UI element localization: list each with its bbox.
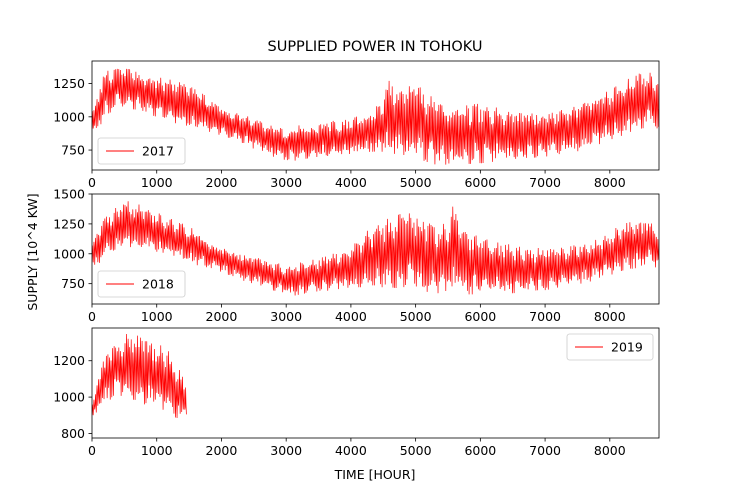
- y-tick-label: 1000: [53, 246, 85, 261]
- x-tick-label: 0: [88, 443, 96, 458]
- subplot-2017: 0 1000 2000 3000 4000 5000 6000 7000 8000 750 1000…: [53, 60, 660, 190]
- x-tick-label: 5000: [400, 175, 432, 190]
- x-tick-label: 3000: [270, 175, 302, 190]
- x-tick-label: 0: [88, 309, 96, 324]
- series-line-2017: [92, 68, 659, 165]
- x-tick-label: 6000: [464, 443, 496, 458]
- subplot-2018: 0 1000 2000 3000 4000 5000 6000 7000 8000 750 1000…: [53, 187, 660, 324]
- legend-label: 2017: [142, 144, 174, 159]
- y-tick-label: 1250: [53, 216, 85, 231]
- x-axis-label: TIME [HOUR]: [334, 467, 416, 482]
- y-axis-label: SUPPLY [10^4 KW]: [25, 193, 40, 310]
- subplots: 0 1000 2000 3000 4000 5000 6000 7000 80007501000…: [53, 60, 660, 458]
- series-line-2018: [92, 201, 659, 296]
- x-tick-label: 3000: [270, 443, 302, 458]
- legend-box: [97, 270, 186, 298]
- x-tick-label: 8000: [594, 309, 626, 324]
- x-tick-label: 4000: [335, 309, 367, 324]
- x-tick-label: 7000: [529, 309, 561, 324]
- y-tick-label: 1000: [53, 390, 85, 405]
- y-tick-label: 1250: [53, 76, 85, 91]
- legend: 2019: [566, 333, 654, 361]
- x-tick-label: 8000: [594, 443, 626, 458]
- legend: 2018: [97, 270, 186, 298]
- x-tick-label: 8000: [594, 175, 626, 190]
- x-tick-label: 7000: [529, 175, 561, 190]
- x-tick-label: 3000: [270, 309, 302, 324]
- x-tick-label: 1000: [141, 175, 173, 190]
- x-tick-label: 5000: [400, 443, 432, 458]
- plot-frame: [91, 60, 660, 171]
- series-line-2019: [92, 334, 187, 419]
- x-tick-label: 1000: [141, 443, 173, 458]
- x-tick-label: 4000: [335, 443, 367, 458]
- plot-frame: [91, 193, 660, 305]
- legend-box: [97, 137, 186, 165]
- chart-title: SUPPLIED POWER IN TOHOKU: [268, 39, 483, 55]
- y-tick-label: 750: [61, 276, 85, 291]
- x-tick-label: 6000: [464, 175, 496, 190]
- x-tick-label: 4000: [335, 175, 367, 190]
- x-tick-label: 5000: [400, 309, 432, 324]
- legend-box: [566, 333, 654, 361]
- legend-label: 2019: [611, 340, 643, 355]
- y-tick-label: 800: [61, 426, 85, 441]
- x-tick-label: 2000: [206, 443, 238, 458]
- x-tick-label: 6000: [464, 309, 496, 324]
- legend-label: 2018: [142, 277, 174, 292]
- plot-frame: [91, 327, 660, 439]
- legend: 2017: [97, 137, 186, 165]
- subplot-2019: 0 1000 2000 3000 4000 5000 6000 7000 8000 800 1000…: [53, 327, 660, 458]
- y-tick-label: 1500: [53, 187, 85, 202]
- y-tick-label: 750: [61, 143, 85, 158]
- y-tick-label: 1200: [53, 353, 85, 368]
- x-tick-label: 2000: [206, 175, 238, 190]
- x-tick-label: 0: [88, 175, 96, 190]
- y-tick-label: 1000: [53, 109, 85, 124]
- x-tick-label: 1000: [141, 309, 173, 324]
- x-tick-label: 2000: [206, 309, 238, 324]
- x-tick-label: 7000: [529, 443, 561, 458]
